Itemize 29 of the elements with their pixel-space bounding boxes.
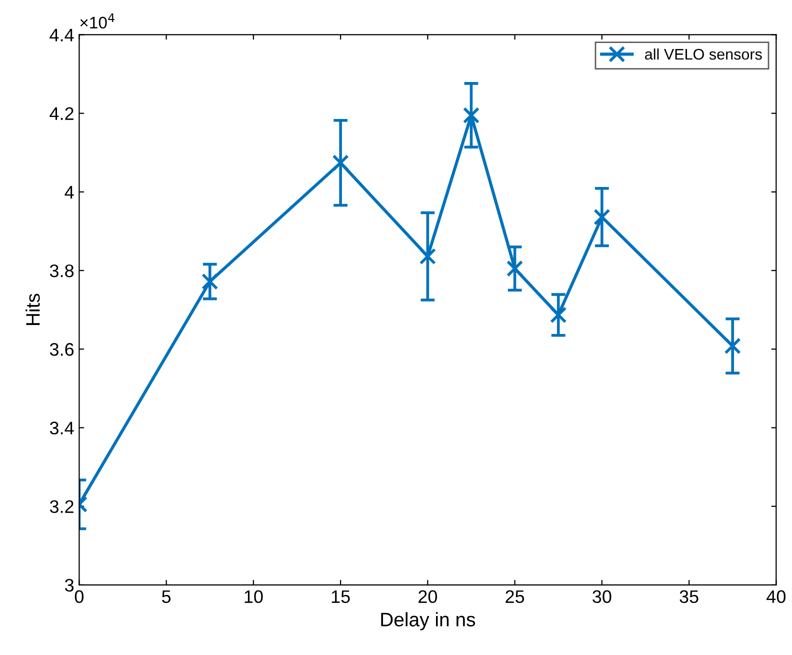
y-tick-label: 3 — [64, 578, 74, 592]
text: ×10$^{4}$ — [80, 14, 114, 29]
legend-label: all VELO sensors — [645, 48, 762, 60]
y-tick-label: 4 — [64, 186, 74, 198]
x-tick-label: 25 — [506, 590, 524, 604]
y-tick-label: 3.2 — [50, 500, 74, 514]
x-tick-label: 0 — [74, 590, 84, 604]
y-axis-title: Hits — [26, 294, 40, 325]
y-tick-label: 4.4 — [50, 28, 74, 42]
y-tick-label: 4.2 — [50, 107, 74, 120]
point — [419, 248, 436, 265]
y-tick-label: 3.4 — [50, 422, 74, 434]
point — [724, 338, 741, 354]
x-axis-title: Delay in ns — [381, 612, 476, 630]
x-tick-label: 10 — [244, 590, 263, 604]
x-tick-label: 15 — [332, 590, 350, 604]
point — [506, 260, 524, 277]
point — [332, 154, 349, 172]
x-tick-label: 30 — [592, 590, 612, 604]
point — [202, 273, 218, 290]
point — [462, 106, 480, 124]
x-tick-label: 20 — [418, 590, 438, 604]
point — [594, 208, 610, 226]
y-tick-label: 3.6 — [50, 343, 74, 356]
point — [550, 306, 567, 324]
x-tick-label: 35 — [680, 590, 698, 604]
y-tick-label: 3.8 — [50, 264, 74, 278]
x-tick-label: 40 — [766, 590, 786, 604]
x-tick-label: 5 — [162, 590, 171, 604]
